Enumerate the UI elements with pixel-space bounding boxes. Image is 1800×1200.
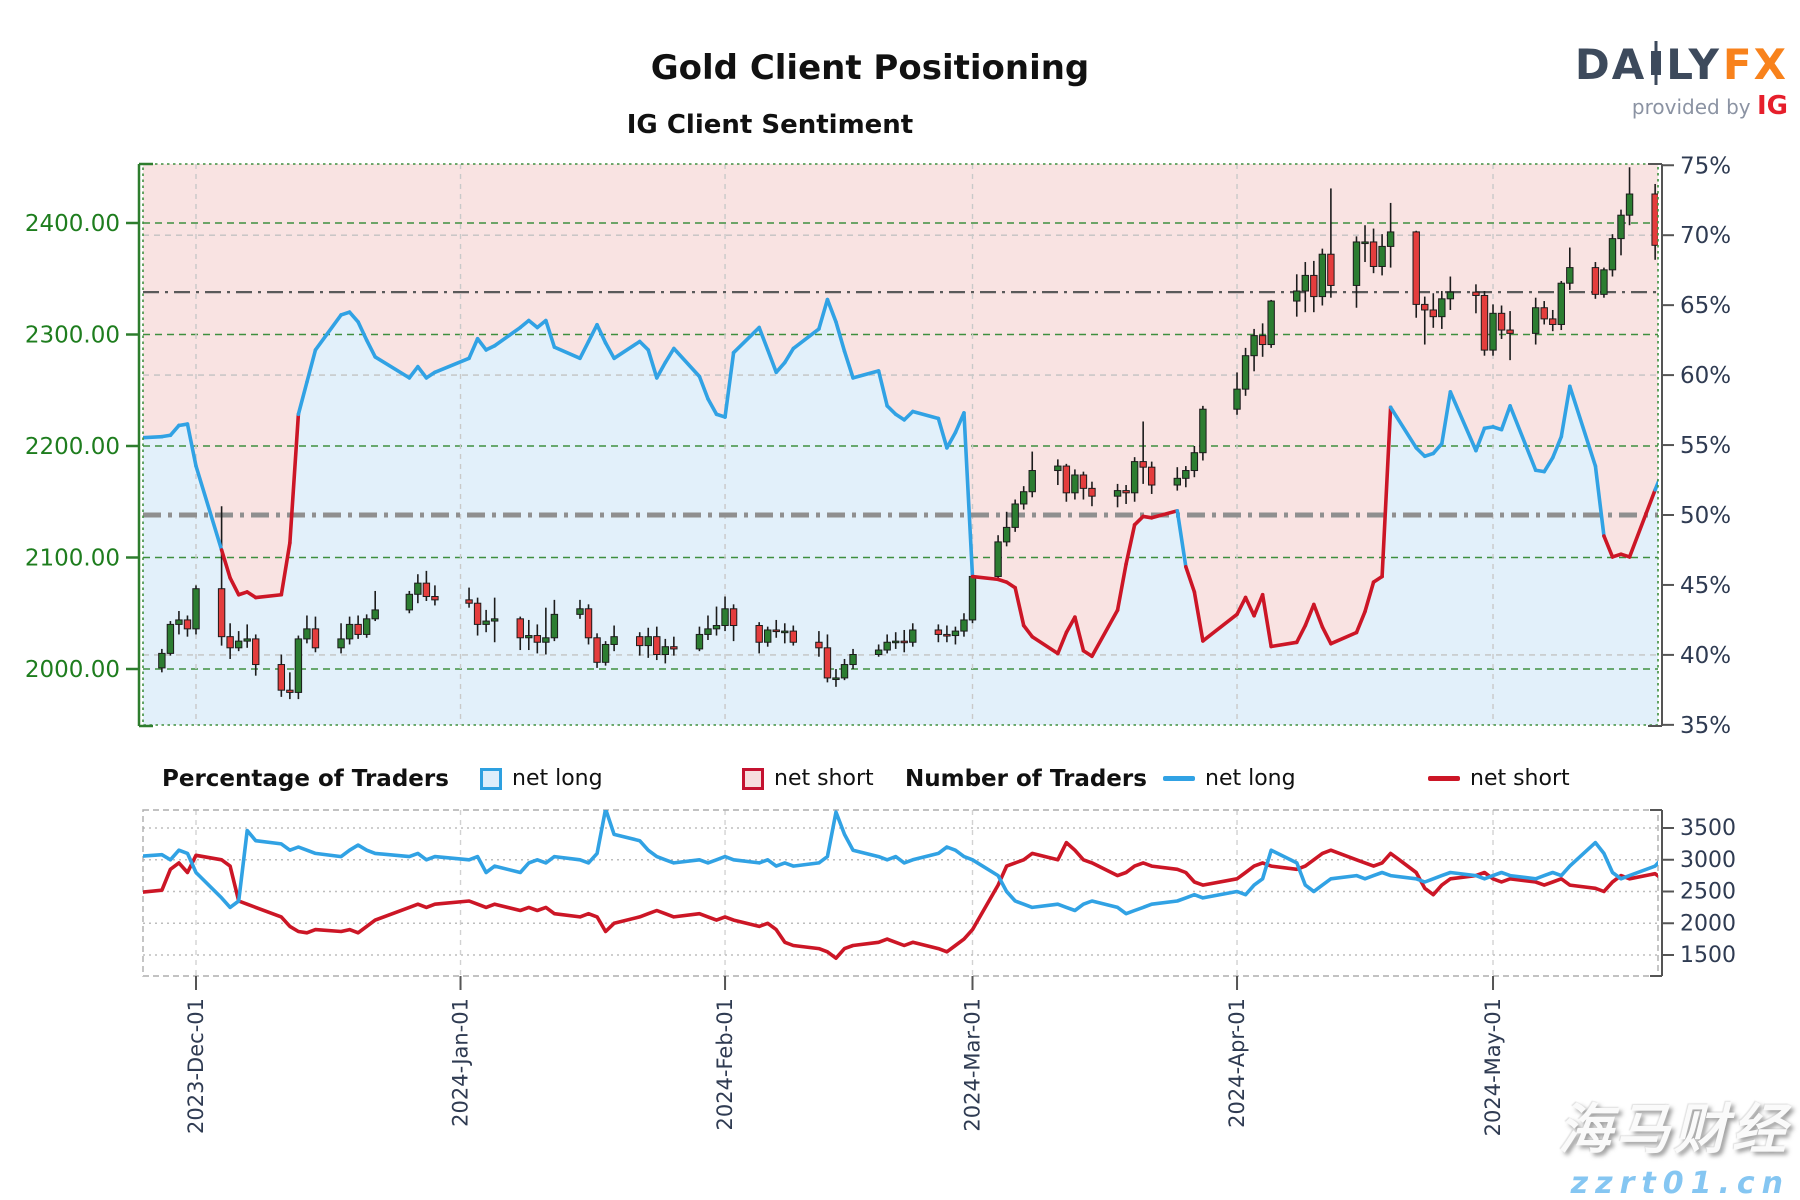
pct-tick-label: 45% xyxy=(1680,573,1731,599)
pct-tick-label: 35% xyxy=(1680,713,1731,739)
traders-net-long-line xyxy=(143,810,1658,916)
sentiment-area-fills xyxy=(143,164,1658,725)
pct-tick-label: 40% xyxy=(1680,643,1731,669)
price-tick-label: 2400.00 xyxy=(25,211,120,237)
legend-pct-net-long[interactable]: net long xyxy=(480,766,603,791)
count-tick-label: 3500 xyxy=(1680,816,1736,841)
net-long-swatch-icon xyxy=(480,767,502,790)
count-axis: 3500 3000 2500 2000 1500 xyxy=(1650,809,1736,977)
date-tick-label: 2024-May-01 xyxy=(1481,998,1505,1136)
candlesticks xyxy=(158,167,1658,700)
pct-tick-label: 50% xyxy=(1680,503,1731,529)
net-long-line-icon xyxy=(1163,776,1195,781)
watermark-cn: 海马财经 xyxy=(1558,1098,1790,1161)
price-tick-label: 2200.00 xyxy=(25,434,120,460)
sentiment-line xyxy=(143,297,1658,659)
pct-axis: 75% 70% 65% 60% 55% 50% 45% 40% 35% xyxy=(1648,153,1731,739)
date-tick-label: 2023-Dec-01 xyxy=(184,998,208,1134)
pct-tick-label: 60% xyxy=(1680,363,1731,389)
candlestick-icon xyxy=(1649,40,1663,89)
legend-num-title: Number of Traders xyxy=(905,766,1147,792)
logo-text-fx: FX xyxy=(1722,40,1788,89)
pct-tick-label: 75% xyxy=(1680,153,1731,179)
price-tick-label: 2100.00 xyxy=(25,546,120,572)
top-plot-border xyxy=(142,163,1659,726)
count-tick-label: 2500 xyxy=(1680,880,1736,905)
date-tick-label: 2024-Feb-01 xyxy=(713,998,737,1131)
price-tick-label: 2000.00 xyxy=(25,657,120,683)
watermark: 海马财经 zzrt01.cn xyxy=(1558,1085,1790,1200)
date-axis: 2023-Dec-01 2024-Jan-01 2024-Feb-01 2024-Ma… xyxy=(184,976,1505,1136)
date-tick-label: 2024-Apr-01 xyxy=(1225,998,1249,1128)
legend-row: Percentage of Traders net long net short… xyxy=(0,762,1800,802)
price-axis: 2400.00 2300.00 2200.00 2100.00 2000.00 xyxy=(25,162,153,728)
date-tick-label: 2024-Jan-01 xyxy=(449,998,473,1127)
count-tick-label: 2000 xyxy=(1680,911,1736,936)
legend-pct-title: Percentage of Traders xyxy=(162,766,449,792)
dailyfx-logo: DA LY FX provided by IG xyxy=(1575,40,1788,121)
watermark-url: zzrt01.cn xyxy=(1570,1166,1790,1200)
logo-provided-by: provided by IG xyxy=(1631,91,1788,121)
pct-tick-label: 65% xyxy=(1680,293,1731,319)
chart-title: Gold Client Positioning xyxy=(650,48,1090,88)
ig-logo: IG xyxy=(1756,91,1788,121)
top-gridlines xyxy=(143,164,1658,976)
price-tick-label: 2300.00 xyxy=(25,323,120,349)
net-short-line-icon xyxy=(1428,776,1460,781)
pct-tick-label: 55% xyxy=(1680,433,1731,459)
count-tick-label: 3000 xyxy=(1680,848,1736,873)
legend-num-net-short[interactable]: net short xyxy=(1428,766,1570,791)
legend-pct-net-short[interactable]: net short xyxy=(742,766,874,791)
date-tick-label: 2024-Mar-01 xyxy=(961,998,985,1132)
legend-num-net-long[interactable]: net long xyxy=(1163,766,1296,791)
net-short-swatch-icon xyxy=(742,767,764,790)
logo-text-ly: LY xyxy=(1666,40,1721,89)
chart-subtitle: IG Client Sentiment xyxy=(626,110,914,140)
count-tick-label: 1500 xyxy=(1680,943,1736,968)
logo-text-da: DA xyxy=(1574,40,1647,89)
pct-tick-label: 70% xyxy=(1680,223,1731,249)
dailyfx-wordmark: DA LY FX xyxy=(1575,40,1788,89)
traders-net-short-line xyxy=(143,840,1658,960)
